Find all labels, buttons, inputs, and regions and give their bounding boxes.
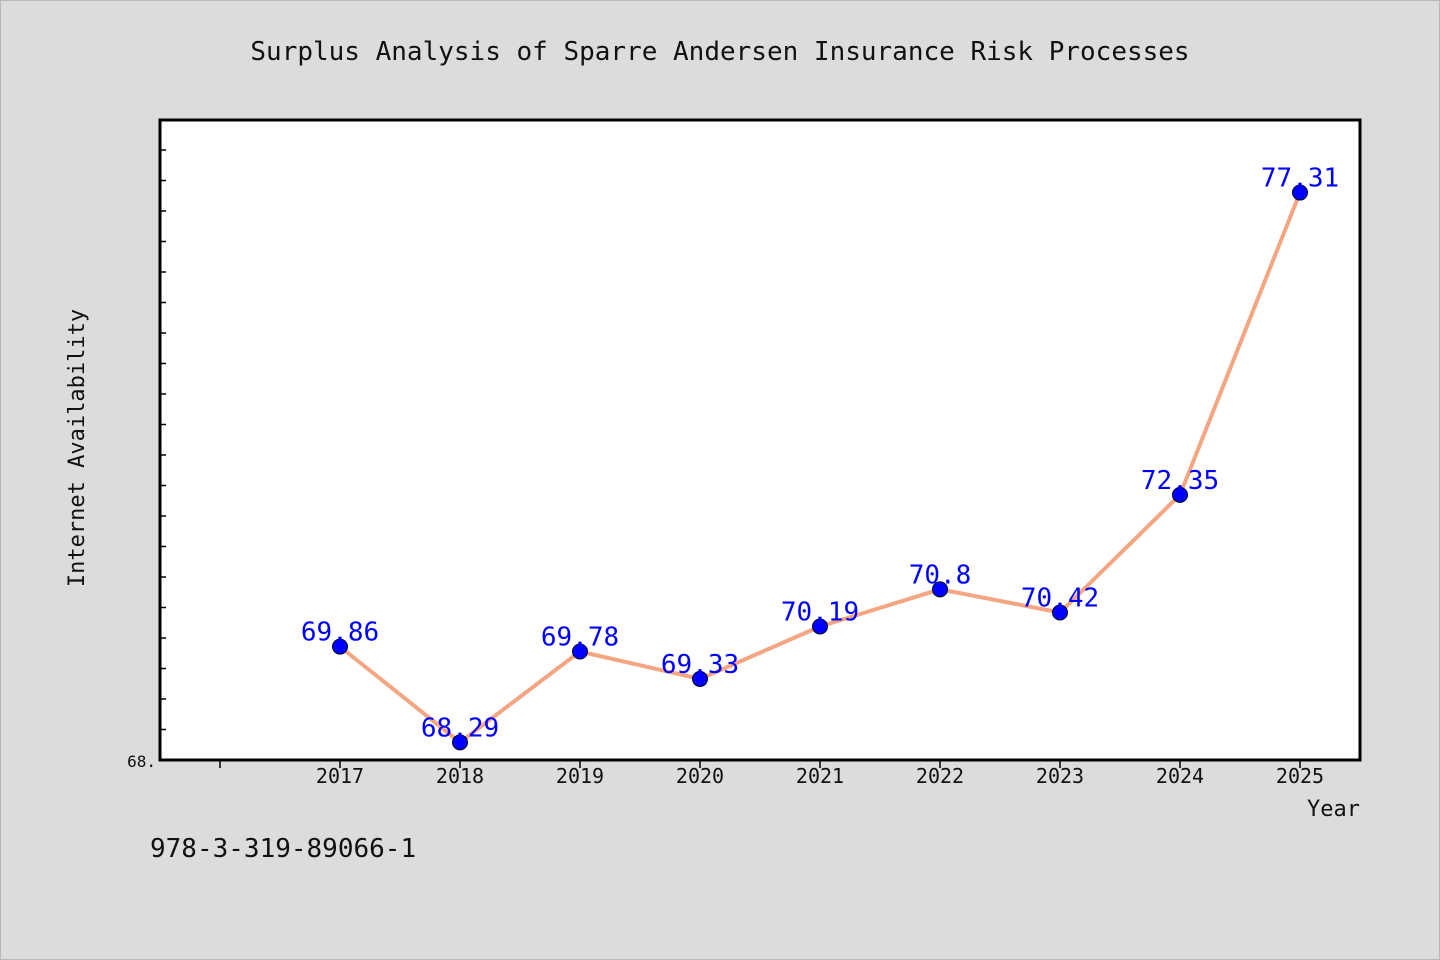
isbn-note: 978-3-319-89066-1 [150, 834, 417, 864]
x-tick-label: 2020 [676, 764, 724, 788]
x-tick-label: 2018 [436, 764, 484, 788]
chart-title: Surplus Analysis of Sparre Andersen Insu… [250, 37, 1189, 67]
plot-area [158, 118, 1362, 762]
x-tick-label: 2023 [1036, 764, 1084, 788]
x-axis-label: Year [1307, 797, 1360, 822]
x-axis-ticks: 2017 2018 2019 2020 2021 2022 2023 2024 2025 [219, 760, 1324, 788]
y-axis-label: Internet Availability [65, 309, 90, 587]
data-label: 77.31 [1261, 164, 1339, 194]
data-label: 70.8 [909, 560, 972, 590]
data-label: 72.35 [1141, 466, 1219, 496]
data-point [692, 670, 708, 687]
data-label: 69.78 [541, 623, 619, 653]
data-point [1172, 486, 1188, 503]
data-point [812, 618, 828, 635]
data-label: 70.42 [1021, 583, 1099, 613]
x-tick-label: 2025 [1276, 764, 1324, 788]
data-point [1292, 184, 1308, 201]
data-label: 68.29 [421, 713, 499, 743]
data-label: 69.33 [661, 650, 739, 680]
data-point [332, 638, 348, 655]
data-point [932, 581, 948, 598]
x-tick-label: 2019 [556, 764, 604, 788]
x-tick-label: 2017 [316, 764, 364, 788]
data-point [1052, 604, 1068, 621]
y-axis-ticks [160, 149, 166, 731]
data-label: 69.86 [301, 618, 379, 648]
x-tick-label: 2021 [796, 764, 844, 788]
x-tick-label: 2022 [916, 764, 964, 788]
series-layer: 69.86 68.29 69.78 69.33 70.19 70.8 70.42 72.35 7… [301, 164, 1339, 751]
data-label: 70.19 [781, 598, 859, 628]
data-point [452, 734, 468, 751]
data-point [572, 643, 588, 660]
x-tick-label: 2024 [1156, 764, 1204, 788]
y-tick-label: 68. [127, 752, 156, 771]
